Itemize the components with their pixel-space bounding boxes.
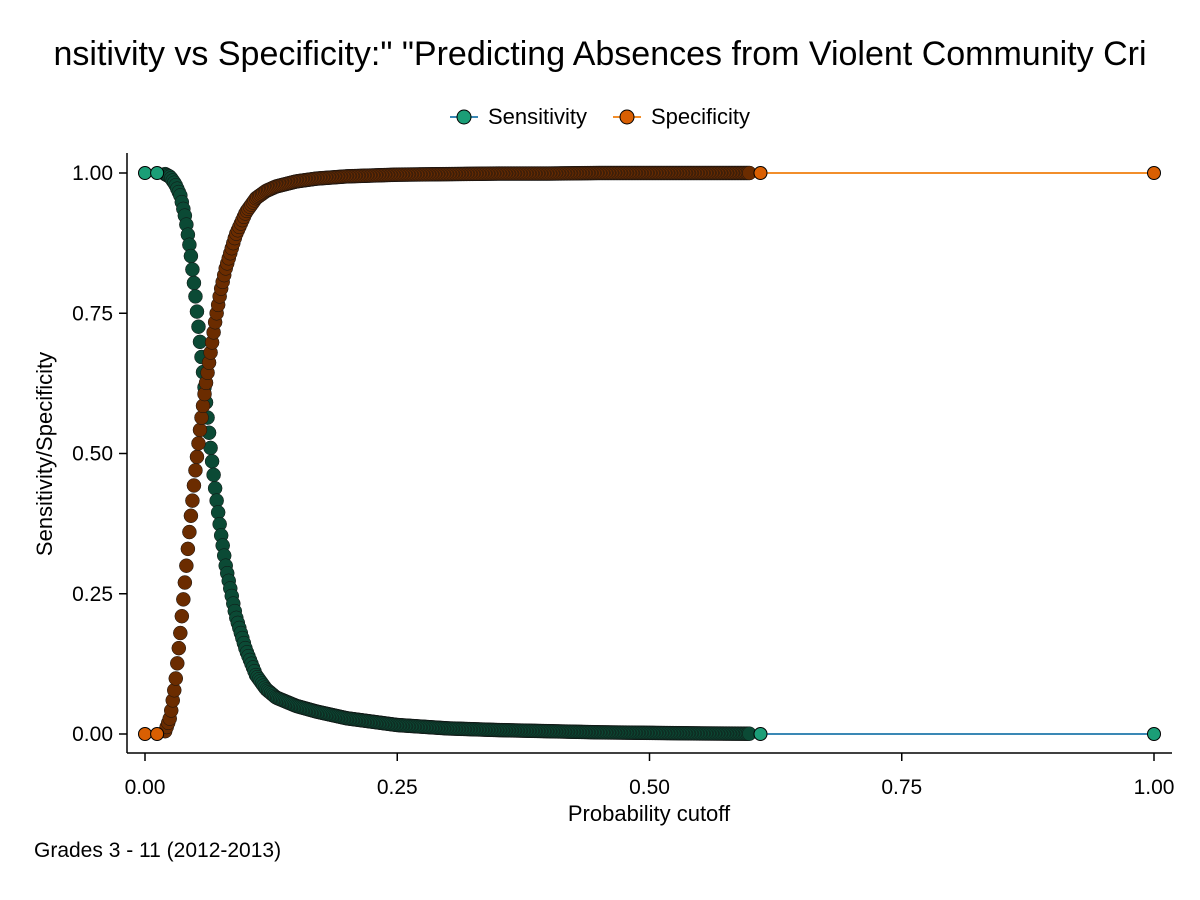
dense-marker-specificity <box>191 436 206 451</box>
dense-marker-specificity <box>168 671 184 686</box>
dense-marker-sensitivity <box>191 319 206 334</box>
data-point-specificity <box>753 166 768 180</box>
dense-marker-sensitivity <box>204 454 220 469</box>
x-tick-label: 0.00 <box>125 776 166 799</box>
x-tick-label: 0.50 <box>629 776 670 799</box>
y-tick-label: 1.00 <box>72 162 113 185</box>
dense-marker-specificity <box>185 493 200 508</box>
dense-marker-sensitivity <box>183 248 199 264</box>
data-point-sensitivity <box>150 166 165 180</box>
dense-marker-specificity <box>173 625 188 641</box>
dense-marker-sensitivity <box>186 275 202 291</box>
data-point-sensitivity <box>138 166 152 180</box>
series-specificity <box>138 165 1161 741</box>
series-sensitivity <box>138 166 1161 741</box>
dense-marker-specificity <box>177 575 193 590</box>
legend-label-sensitivity: Sensitivity <box>487 104 587 129</box>
dense-marker-specificity <box>176 592 191 607</box>
data-point-sensitivity <box>753 727 768 741</box>
dense-marker-specificity <box>174 608 190 624</box>
dense-marker-specificity <box>192 422 208 438</box>
dense-marker-specificity <box>183 508 199 524</box>
legend-key-sensitivity <box>449 109 478 125</box>
y-tick-label: 0.50 <box>72 443 113 466</box>
chart-note: Grades 3 - 11 (2012-2013) <box>34 839 282 862</box>
data-point-specificity <box>1147 166 1161 180</box>
y-tick-label: 0.00 <box>72 723 113 746</box>
legend-item-sensitivity: Sensitivity <box>449 103 587 131</box>
x-axis-title: Probability cutoff <box>568 801 731 826</box>
x-tick-label: 1.00 <box>1134 776 1175 799</box>
dense-marker-sensitivity <box>189 304 205 319</box>
legend-item-specificity: Specificity <box>613 103 750 131</box>
data-point-specificity <box>150 727 165 741</box>
dense-marker-specificity <box>170 656 185 671</box>
dense-marker-sensitivity <box>206 467 221 483</box>
tick-labels: 0.00 0.25 0.50 0.75 1.00 0.00 0.25 0.50 0.75 1.00 <box>72 162 1174 799</box>
dense-marker-sensitivity <box>185 262 200 277</box>
series-layer <box>138 165 1161 741</box>
data-point-sensitivity <box>1147 727 1161 741</box>
dense-marker-specificity <box>189 449 205 465</box>
y-tick-label: 0.75 <box>72 302 113 325</box>
chart-title: nsitivity vs Specificity:" "Predicting A… <box>53 35 1147 73</box>
dense-marker-specificity <box>171 640 187 656</box>
dense-marker-specificity <box>179 558 194 573</box>
dense-marker-sensitivity <box>188 289 203 304</box>
dense-marker-specificity <box>182 524 197 540</box>
axes <box>119 153 1172 761</box>
legend-label-specificity: Specificity <box>651 104 751 129</box>
y-tick-label: 0.25 <box>72 583 113 606</box>
legend: Sensitivity Specificity <box>0 103 1200 131</box>
dense-marker-specificity <box>180 541 196 557</box>
x-tick-label: 0.25 <box>377 776 418 799</box>
dense-marker-specificity <box>188 463 203 478</box>
data-point-specificity <box>138 727 152 741</box>
legend-key-specificity <box>613 109 641 125</box>
x-tick-label: 0.75 <box>881 776 922 799</box>
dense-marker-specificity <box>186 478 202 493</box>
y-axis-title: Sensitivity/Specificity <box>32 352 57 556</box>
dense-marker-sensitivity <box>207 481 223 496</box>
